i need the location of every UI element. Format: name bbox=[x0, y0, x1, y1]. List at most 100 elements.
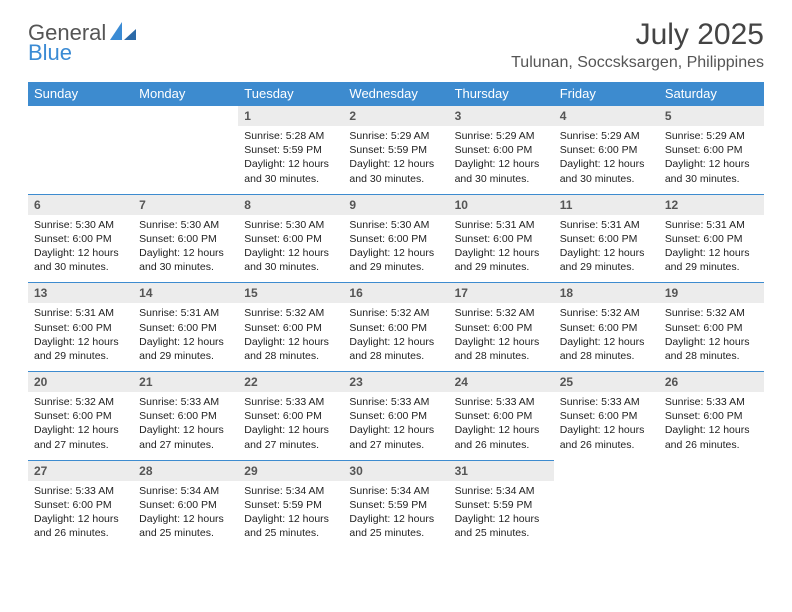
sunrise-line: Sunrise: 5:31 AM bbox=[665, 218, 758, 232]
day-number: 24 bbox=[449, 372, 554, 392]
sunset-value: 6:00 PM bbox=[493, 144, 532, 156]
day-header: Monday bbox=[133, 82, 238, 106]
sunrise-label: Sunrise: bbox=[349, 130, 388, 142]
daylight-line: Daylight: 12 hours and 25 minutes. bbox=[349, 512, 442, 540]
day-header: Thursday bbox=[449, 82, 554, 106]
daylight-line: Daylight: 12 hours and 30 minutes. bbox=[244, 157, 337, 185]
sunrise-label: Sunrise: bbox=[139, 219, 178, 231]
sunset-line: Sunset: 6:00 PM bbox=[349, 232, 442, 246]
sunset-label: Sunset: bbox=[665, 322, 701, 334]
calendar-cell: 22Sunrise: 5:33 AMSunset: 6:00 PMDayligh… bbox=[238, 372, 343, 461]
calendar-cell: 25Sunrise: 5:33 AMSunset: 6:00 PMDayligh… bbox=[554, 372, 659, 461]
sunset-line: Sunset: 6:00 PM bbox=[139, 498, 232, 512]
day-number: 4 bbox=[554, 106, 659, 126]
sunset-line: Sunset: 6:00 PM bbox=[665, 232, 758, 246]
sunset-line: Sunset: 6:00 PM bbox=[560, 321, 653, 335]
sunset-label: Sunset: bbox=[139, 322, 175, 334]
day-number: 29 bbox=[238, 461, 343, 481]
sunrise-value: 5:32 AM bbox=[601, 307, 640, 319]
calendar-cell: 27Sunrise: 5:33 AMSunset: 6:00 PMDayligh… bbox=[28, 460, 133, 548]
day-body: Sunrise: 5:29 AMSunset: 6:00 PMDaylight:… bbox=[659, 126, 764, 194]
sunset-label: Sunset: bbox=[560, 322, 596, 334]
location: Tulunan, Soccsksargen, Philippines bbox=[511, 54, 764, 72]
day-body: Sunrise: 5:30 AMSunset: 6:00 PMDaylight:… bbox=[133, 215, 238, 283]
calendar-cell: 18Sunrise: 5:32 AMSunset: 6:00 PMDayligh… bbox=[554, 283, 659, 372]
sunset-value: 6:00 PM bbox=[73, 233, 112, 245]
day-body: Sunrise: 5:33 AMSunset: 6:00 PMDaylight:… bbox=[238, 392, 343, 460]
sunset-line: Sunset: 6:00 PM bbox=[349, 321, 442, 335]
sunrise-value: 5:34 AM bbox=[391, 485, 430, 497]
day-number: 6 bbox=[28, 195, 133, 215]
day-number: 8 bbox=[238, 195, 343, 215]
sunrise-line: Sunrise: 5:31 AM bbox=[560, 218, 653, 232]
daylight-label: Daylight: bbox=[665, 247, 706, 259]
day-body: Sunrise: 5:33 AMSunset: 6:00 PMDaylight:… bbox=[554, 392, 659, 460]
sunrise-label: Sunrise: bbox=[455, 307, 494, 319]
daylight-label: Daylight: bbox=[139, 424, 180, 436]
calendar-cell bbox=[28, 106, 133, 195]
sunset-line: Sunset: 6:00 PM bbox=[560, 232, 653, 246]
calendar-week: 27Sunrise: 5:33 AMSunset: 6:00 PMDayligh… bbox=[28, 460, 764, 548]
sunset-line: Sunset: 6:00 PM bbox=[665, 321, 758, 335]
sunrise-value: 5:33 AM bbox=[601, 396, 640, 408]
calendar-head: SundayMondayTuesdayWednesdayThursdayFrid… bbox=[28, 82, 764, 106]
day-number: 20 bbox=[28, 372, 133, 392]
calendar-cell: 1Sunrise: 5:28 AMSunset: 5:59 PMDaylight… bbox=[238, 106, 343, 195]
calendar-body: 1Sunrise: 5:28 AMSunset: 5:59 PMDaylight… bbox=[28, 106, 764, 549]
day-number: 11 bbox=[554, 195, 659, 215]
calendar-cell bbox=[554, 460, 659, 548]
daylight-line: Daylight: 12 hours and 28 minutes. bbox=[455, 335, 548, 363]
sunset-line: Sunset: 5:59 PM bbox=[244, 498, 337, 512]
daylight-label: Daylight: bbox=[34, 247, 75, 259]
sunset-value: 6:00 PM bbox=[703, 410, 742, 422]
sunset-label: Sunset: bbox=[665, 144, 701, 156]
day-body: Sunrise: 5:31 AMSunset: 6:00 PMDaylight:… bbox=[554, 215, 659, 283]
calendar-cell: 20Sunrise: 5:32 AMSunset: 6:00 PMDayligh… bbox=[28, 372, 133, 461]
sunrise-line: Sunrise: 5:33 AM bbox=[139, 395, 232, 409]
sunrise-line: Sunrise: 5:32 AM bbox=[34, 395, 127, 409]
sunrise-label: Sunrise: bbox=[560, 307, 599, 319]
daylight-line: Daylight: 12 hours and 26 minutes. bbox=[455, 423, 548, 451]
daylight-line: Daylight: 12 hours and 27 minutes. bbox=[349, 423, 442, 451]
sunrise-label: Sunrise: bbox=[665, 130, 704, 142]
daylight-line: Daylight: 12 hours and 29 minutes. bbox=[665, 246, 758, 274]
sunrise-line: Sunrise: 5:33 AM bbox=[34, 484, 127, 498]
logo-sail-icon bbox=[110, 22, 136, 45]
sunrise-value: 5:32 AM bbox=[75, 396, 114, 408]
sunset-value: 6:00 PM bbox=[598, 410, 637, 422]
sunrise-value: 5:33 AM bbox=[181, 396, 220, 408]
sunrise-line: Sunrise: 5:28 AM bbox=[244, 129, 337, 143]
sunset-line: Sunset: 6:00 PM bbox=[139, 409, 232, 423]
sunset-label: Sunset: bbox=[560, 144, 596, 156]
daylight-label: Daylight: bbox=[244, 247, 285, 259]
day-number: 2 bbox=[343, 106, 448, 126]
calendar-week: 6Sunrise: 5:30 AMSunset: 6:00 PMDaylight… bbox=[28, 194, 764, 283]
sunset-line: Sunset: 5:59 PM bbox=[349, 498, 442, 512]
calendar-cell: 11Sunrise: 5:31 AMSunset: 6:00 PMDayligh… bbox=[554, 194, 659, 283]
sunset-line: Sunset: 6:00 PM bbox=[244, 321, 337, 335]
sunset-line: Sunset: 6:00 PM bbox=[455, 143, 548, 157]
daylight-line: Daylight: 12 hours and 25 minutes. bbox=[139, 512, 232, 540]
daylight-label: Daylight: bbox=[665, 158, 706, 170]
sunrise-label: Sunrise: bbox=[244, 307, 283, 319]
daylight-line: Daylight: 12 hours and 29 minutes. bbox=[139, 335, 232, 363]
day-number: 13 bbox=[28, 283, 133, 303]
sunset-value: 6:00 PM bbox=[73, 499, 112, 511]
sunset-value: 6:00 PM bbox=[598, 233, 637, 245]
sunset-value: 6:00 PM bbox=[178, 322, 217, 334]
sunset-label: Sunset: bbox=[349, 322, 385, 334]
sunset-value: 6:00 PM bbox=[73, 322, 112, 334]
sunrise-value: 5:29 AM bbox=[391, 130, 430, 142]
day-number: 17 bbox=[449, 283, 554, 303]
sunset-label: Sunset: bbox=[244, 499, 280, 511]
sunset-label: Sunset: bbox=[560, 410, 596, 422]
daylight-line: Daylight: 12 hours and 30 minutes. bbox=[665, 157, 758, 185]
daylight-label: Daylight: bbox=[349, 424, 390, 436]
daylight-label: Daylight: bbox=[244, 513, 285, 525]
day-number: 22 bbox=[238, 372, 343, 392]
sunrise-value: 5:32 AM bbox=[286, 307, 325, 319]
day-body: Sunrise: 5:33 AMSunset: 6:00 PMDaylight:… bbox=[28, 481, 133, 549]
day-body: Sunrise: 5:33 AMSunset: 6:00 PMDaylight:… bbox=[133, 392, 238, 460]
sunset-value: 6:00 PM bbox=[493, 322, 532, 334]
sunrise-value: 5:31 AM bbox=[496, 219, 535, 231]
